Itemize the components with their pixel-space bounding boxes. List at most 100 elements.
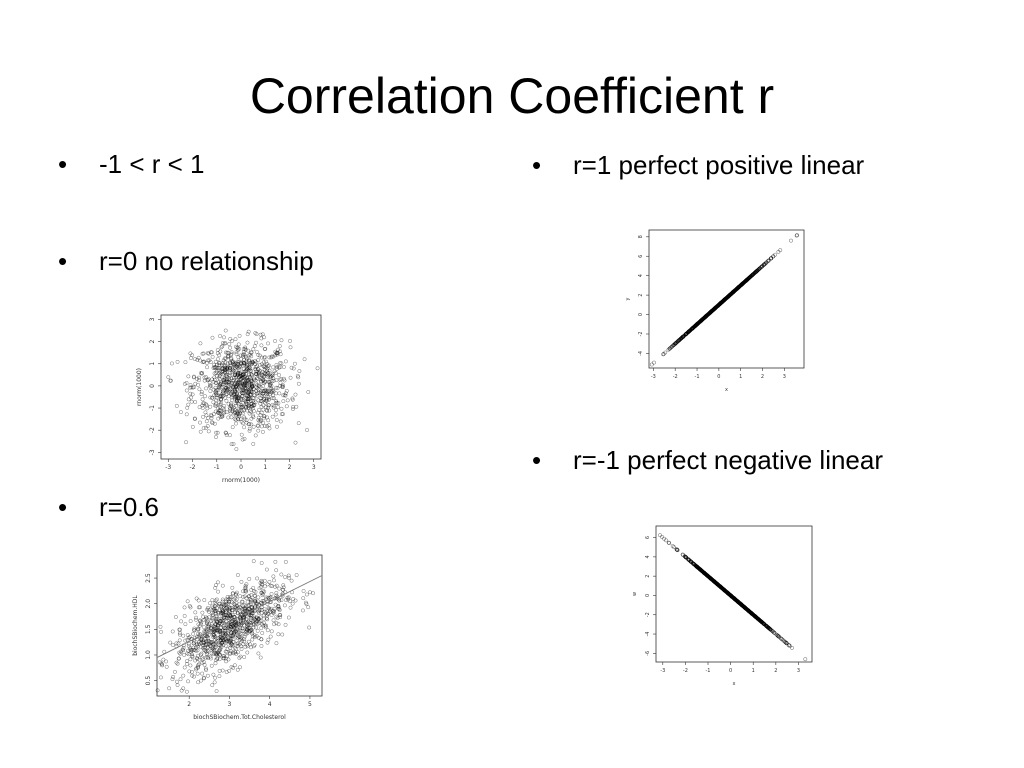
data-point	[196, 383, 201, 387]
data-point	[176, 656, 181, 661]
data-point	[285, 398, 290, 403]
data-point	[213, 675, 217, 680]
data-point	[232, 614, 237, 619]
data-point	[227, 365, 232, 370]
data-point	[200, 397, 205, 402]
data-point	[724, 590, 729, 595]
data-point	[738, 601, 743, 606]
x-tick-label: 3	[312, 464, 316, 471]
data-point	[666, 540, 671, 545]
data-point	[268, 595, 272, 600]
data-point	[661, 352, 666, 356]
data-point	[198, 645, 203, 650]
data-point	[231, 361, 236, 366]
data-point	[240, 626, 245, 631]
y-tick-label: 2	[149, 339, 156, 343]
y-tick-label: 1	[149, 362, 156, 366]
data-point	[265, 613, 270, 618]
data-point	[232, 366, 237, 371]
data-point	[196, 664, 201, 669]
data-point	[242, 374, 247, 379]
scatter-points	[155, 559, 315, 694]
data-point	[241, 350, 246, 354]
data-point	[224, 432, 229, 437]
data-point	[255, 423, 260, 428]
data-point	[261, 384, 266, 388]
data-point	[265, 424, 270, 429]
x-tick-label: -3	[660, 668, 665, 674]
data-point	[251, 347, 256, 352]
y-tick-label: 2.5	[145, 573, 152, 583]
data-point	[743, 279, 748, 283]
data-point	[249, 372, 254, 377]
x-tick-label: 5	[308, 701, 312, 708]
data-point	[196, 375, 201, 380]
data-point	[266, 403, 271, 408]
data-point	[283, 622, 288, 627]
data-point	[199, 637, 204, 642]
data-point	[196, 642, 201, 647]
x-tick-label: 1	[739, 374, 742, 380]
data-point	[787, 644, 792, 649]
data-point	[233, 635, 238, 640]
data-point	[220, 597, 225, 602]
data-point	[705, 312, 710, 317]
data-point	[717, 583, 722, 588]
data-point	[223, 656, 228, 661]
data-point	[241, 642, 246, 647]
data-point	[267, 609, 272, 614]
data-point	[249, 350, 254, 355]
data-point	[215, 348, 220, 352]
data-point	[252, 376, 257, 381]
data-point	[687, 329, 692, 334]
data-point	[188, 383, 193, 387]
data-point	[279, 406, 284, 411]
data-point	[244, 589, 249, 594]
data-point	[242, 594, 247, 599]
data-point	[257, 419, 262, 424]
data-point	[273, 559, 278, 564]
data-point	[214, 391, 219, 396]
data-point	[209, 648, 214, 653]
x-axis-label: rnorm(1000)	[222, 477, 260, 484]
data-point	[206, 656, 211, 660]
data-point	[239, 644, 243, 649]
data-point	[294, 404, 299, 409]
data-point	[175, 683, 180, 688]
data-point	[234, 605, 238, 610]
data-point	[224, 659, 229, 664]
data-point	[745, 277, 749, 282]
data-point	[239, 403, 244, 408]
data-point	[175, 359, 180, 364]
data-point	[199, 392, 204, 396]
data-point	[234, 590, 239, 595]
data-point	[213, 661, 218, 666]
fit-line	[156, 575, 323, 658]
data-point	[231, 384, 236, 389]
data-point	[238, 637, 243, 642]
data-point	[304, 602, 309, 607]
data-point	[204, 403, 209, 408]
data-point	[744, 606, 749, 611]
data-point	[217, 363, 222, 367]
data-point	[239, 419, 244, 424]
data-point	[202, 662, 207, 667]
data-point	[216, 357, 220, 362]
data-point	[679, 335, 684, 340]
data-point	[288, 605, 293, 610]
data-point	[204, 419, 209, 424]
data-point	[177, 650, 182, 655]
data-point	[244, 369, 249, 374]
data-point	[283, 391, 288, 396]
data-point	[235, 641, 240, 646]
data-point	[207, 380, 212, 385]
data-point	[265, 361, 269, 366]
data-point	[252, 393, 257, 398]
data-point	[670, 544, 675, 548]
data-point	[197, 657, 202, 662]
data-point	[256, 367, 261, 372]
data-point	[789, 238, 793, 243]
data-point	[770, 629, 775, 634]
data-point	[773, 252, 778, 257]
data-point	[245, 332, 250, 337]
